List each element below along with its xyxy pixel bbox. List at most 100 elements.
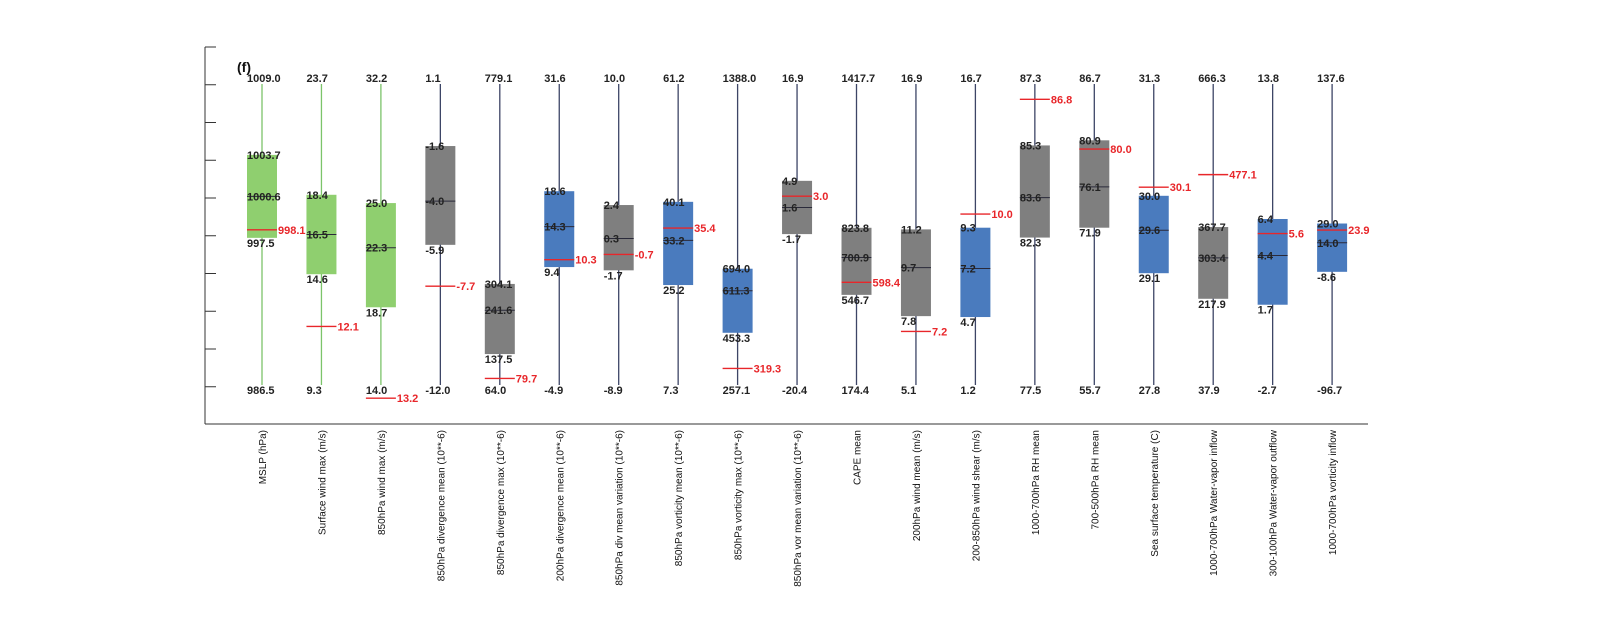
min-label: 14.0 bbox=[366, 385, 387, 397]
median-label: 7.2 bbox=[960, 263, 975, 275]
q1-label: 453.3 bbox=[723, 333, 751, 345]
iqr-box bbox=[1019, 145, 1050, 238]
category-label: 850hPa wind max (m/s) bbox=[377, 430, 388, 535]
median-label: 241.6 bbox=[485, 305, 513, 317]
marker-label: 79.7 bbox=[516, 373, 537, 385]
q1-label: 217.9 bbox=[1198, 299, 1226, 311]
median-label: 83.6 bbox=[1020, 193, 1041, 205]
marker-label: 13.2 bbox=[397, 393, 418, 405]
max-label: 1417.7 bbox=[842, 73, 876, 85]
category-label: 200hPa divergence mean (10**-6) bbox=[555, 430, 566, 581]
q3-label: 11.2 bbox=[901, 224, 922, 236]
marker-label: -0.7 bbox=[635, 249, 654, 261]
panel-label: (f) bbox=[237, 59, 251, 75]
iqr-box bbox=[365, 203, 396, 308]
median-label: 76.1 bbox=[1079, 182, 1100, 194]
q1-label: 29.1 bbox=[1139, 273, 1160, 285]
median-label: 16.5 bbox=[306, 230, 327, 242]
max-label: 87.3 bbox=[1020, 73, 1041, 85]
q3-label: 85.3 bbox=[1020, 140, 1041, 152]
marker-label: 35.4 bbox=[694, 223, 716, 235]
q3-label: 30.0 bbox=[1139, 191, 1160, 203]
category-label: 1000-700hPa RH mean bbox=[1031, 430, 1042, 535]
category-label: 850hPa div mean variation (10**-6) bbox=[615, 430, 626, 586]
category-label: 1000-700hPa vorticity inflow bbox=[1328, 429, 1339, 555]
median-label: 4.4 bbox=[1258, 250, 1274, 262]
category-label: CAPE mean bbox=[853, 430, 864, 485]
median-label: 700.9 bbox=[842, 253, 870, 265]
max-label: 1388.0 bbox=[723, 73, 757, 85]
marker-label: 477.1 bbox=[1229, 170, 1257, 182]
q3-label: 2.4 bbox=[604, 200, 620, 212]
max-label: 13.8 bbox=[1258, 73, 1279, 85]
q1-label: -1.7 bbox=[604, 270, 623, 282]
q3-label: 823.8 bbox=[842, 223, 870, 235]
min-label: 55.7 bbox=[1079, 385, 1100, 397]
median-label: 0.3 bbox=[604, 233, 619, 245]
median-label: 33.2 bbox=[663, 235, 684, 247]
marker-label: 30.1 bbox=[1170, 182, 1191, 194]
min-label: -8.9 bbox=[604, 385, 623, 397]
max-label: 779.1 bbox=[485, 73, 513, 85]
q3-label: 25.0 bbox=[366, 198, 387, 210]
iqr-box bbox=[841, 227, 872, 295]
category-label: 850hPa vor mean variation (10**-6) bbox=[793, 430, 804, 587]
max-label: 31.3 bbox=[1139, 73, 1160, 85]
q3-label: 29.0 bbox=[1317, 219, 1338, 231]
q1-label: -5.9 bbox=[425, 245, 444, 257]
category-label: 300-100hPa Water-vapor outflow bbox=[1269, 429, 1280, 576]
min-label: 174.4 bbox=[842, 385, 870, 397]
q3-label: 40.1 bbox=[663, 197, 684, 209]
category-label: 700-500hPa RH mean bbox=[1090, 430, 1101, 530]
q1-label: 137.5 bbox=[485, 354, 513, 366]
category-label: 200hPa wind mean (m/s) bbox=[912, 430, 923, 541]
q1-label: -1.7 bbox=[782, 234, 801, 246]
q3-label: 9.3 bbox=[960, 223, 975, 235]
marker-label: 3.0 bbox=[813, 191, 828, 203]
q1-label: 4.7 bbox=[960, 317, 975, 329]
q3-label: 367.7 bbox=[1198, 222, 1226, 234]
min-label: 7.3 bbox=[663, 385, 678, 397]
q3-label: 80.9 bbox=[1079, 135, 1100, 147]
q1-label: 546.7 bbox=[842, 295, 870, 307]
min-label: -2.7 bbox=[1258, 385, 1277, 397]
median-label: 303.4 bbox=[1198, 253, 1226, 265]
iqr-box bbox=[900, 229, 931, 317]
median-label: 9.7 bbox=[901, 263, 916, 275]
min-label: -96.7 bbox=[1317, 385, 1342, 397]
max-label: 16.7 bbox=[960, 73, 981, 85]
min-label: -4.9 bbox=[544, 385, 563, 397]
max-label: 16.9 bbox=[782, 73, 803, 85]
q3-label: 18.6 bbox=[544, 186, 565, 198]
marker-label: 23.9 bbox=[1348, 225, 1369, 237]
q3-label: -1.6 bbox=[425, 141, 444, 153]
min-label: 64.0 bbox=[485, 385, 506, 397]
category-label: 850hPa vorticity mean (10**-6) bbox=[674, 430, 685, 566]
iqr-box bbox=[1138, 195, 1169, 274]
median-label: 14.3 bbox=[544, 222, 565, 234]
category-label: 850hPa vorticity max (10**-6) bbox=[734, 430, 745, 560]
max-label: 1.1 bbox=[425, 73, 440, 85]
iqr-box bbox=[425, 146, 456, 245]
min-label: 9.3 bbox=[306, 385, 321, 397]
max-label: 31.6 bbox=[544, 73, 565, 85]
max-label: 61.2 bbox=[663, 73, 684, 85]
median-label: 22.3 bbox=[366, 243, 387, 255]
iqr-box bbox=[722, 268, 753, 333]
q3-label: 4.9 bbox=[782, 176, 797, 188]
max-label: 1009.0 bbox=[247, 73, 281, 85]
iqr-box bbox=[544, 191, 575, 268]
iqr-box bbox=[663, 201, 694, 286]
q1-label: 1.7 bbox=[1258, 305, 1273, 317]
min-label: -12.0 bbox=[425, 385, 450, 397]
q1-label: 14.6 bbox=[306, 274, 327, 286]
category-label: Sea surface temperature (C) bbox=[1150, 430, 1161, 557]
marker-label: 10.3 bbox=[575, 255, 596, 267]
marker-label: 7.2 bbox=[932, 326, 947, 338]
q3-label: 18.4 bbox=[306, 190, 328, 202]
max-label: 666.3 bbox=[1198, 73, 1226, 85]
q3-label: 6.4 bbox=[1258, 214, 1274, 226]
marker-label: 10.0 bbox=[991, 209, 1012, 221]
